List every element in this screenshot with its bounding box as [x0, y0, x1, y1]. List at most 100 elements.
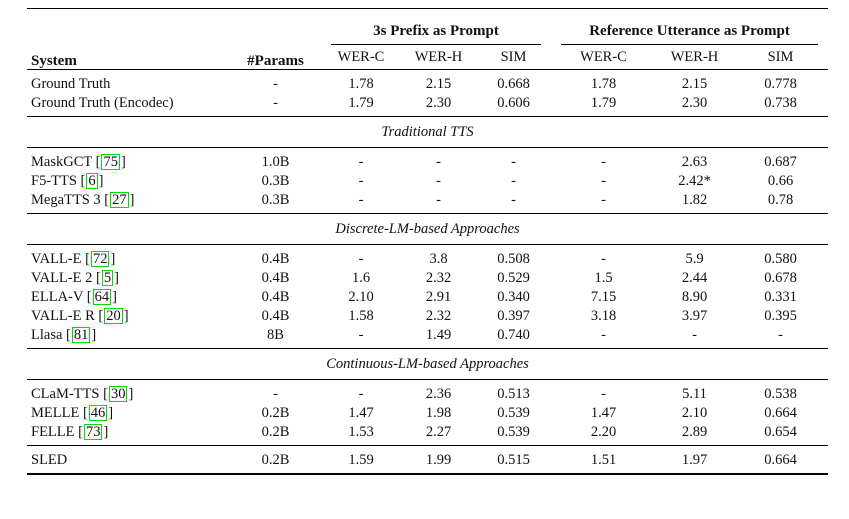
werh-prefix-cell: 1.49	[425, 326, 452, 343]
werh-reference-cell: 5.11	[682, 385, 707, 402]
werh-prefix-cell: -	[436, 172, 441, 189]
system-name: ELLA-V	[31, 288, 84, 305]
citation-bracket-open: [	[92, 269, 101, 286]
system-name: Ground Truth (Encodec)	[31, 94, 174, 111]
werc-prefix-cell: 2.10	[348, 288, 374, 305]
sim-reference-cell: 0.654	[764, 423, 797, 440]
sim-prefix-cell: 0.529	[497, 269, 530, 286]
table-row: FELLE [73] 0.2B 1.53 2.27 0.539 2.20 2.89 0.654	[27, 422, 828, 446]
werc-reference-cell: 2.20	[590, 423, 617, 440]
citation-bracket-close: ]	[103, 423, 109, 440]
werh-prefix-cell: 2.32	[425, 307, 452, 324]
params-cell: 1.0B	[261, 153, 290, 170]
citation-bracket-open: [	[79, 404, 88, 421]
params-cell: 0.4B	[261, 288, 290, 305]
column-header-sim-2: SIM	[767, 49, 794, 65]
sim-reference-cell: 0.687	[764, 153, 797, 170]
table-row: Llasa [81] 8B - 1.49 0.740 - - -	[27, 325, 828, 349]
sim-reference-cell: 0.738	[764, 94, 797, 111]
citation-bracket-open: [	[99, 385, 108, 402]
citation-link[interactable]: 20	[104, 307, 123, 324]
citation-link[interactable]: 64	[92, 288, 112, 305]
system-cell: MELLE [46]	[27, 403, 230, 422]
system-name: Ground Truth	[31, 75, 111, 92]
sim-prefix-cell: 0.539	[497, 404, 530, 421]
citation-link[interactable]: 73	[83, 423, 103, 440]
column-group-prefix-prompt: 3s Prefix as Prompt	[321, 9, 551, 45]
werc-reference-cell: -	[601, 153, 606, 170]
system-name: VALL-E	[31, 250, 82, 267]
sim-prefix-cell: -	[511, 153, 516, 170]
sim-prefix-cell: 0.539	[497, 423, 530, 440]
sim-reference-cell: 0.678	[764, 269, 797, 286]
werh-prefix-cell: 3.8	[429, 250, 448, 267]
citation-link[interactable]: 27	[110, 191, 129, 208]
section-title-row: Discrete-LM-based Approaches	[27, 213, 829, 245]
citation-link[interactable]: 30	[108, 385, 128, 402]
citation-bracket-close: ]	[129, 191, 135, 208]
system-name: CLaM-TTS	[31, 385, 100, 402]
citation-link[interactable]: 6	[86, 172, 98, 189]
params-cell: 0.3B	[261, 191, 290, 208]
citation-bracket-close: ]	[114, 269, 119, 286]
citation-bracket-close: ]	[128, 385, 134, 402]
citation-link[interactable]: 72	[90, 250, 110, 267]
system-cell: F5-TTS [6]	[27, 171, 230, 190]
system-name: VALL-E R	[31, 307, 95, 324]
system-cell: SLED	[27, 445, 230, 474]
werh-reference-cell: 3.97	[681, 307, 708, 324]
sim-prefix-cell: 0.606	[497, 94, 530, 111]
table-row: MaskGCT [75] 1.0B - - - - 2.63 0.687	[27, 148, 828, 172]
werc-prefix-cell: 1.47	[348, 404, 374, 421]
werc-reference-cell: -	[601, 250, 606, 267]
citation-bracket-open: [	[91, 153, 101, 170]
table-row: Ground Truth (Encodec) - 1.79 2.30 0.606 1.79…	[27, 93, 828, 117]
column-header-sim-1: SIM	[500, 49, 527, 65]
section-title-row: Continuous-LM-based Approaches	[27, 348, 829, 380]
system-cell: Llasa [81]	[27, 325, 230, 349]
werc-reference-cell: 1.47	[590, 404, 617, 421]
sim-prefix-cell: 0.740	[497, 326, 530, 343]
werc-prefix-cell: -	[358, 385, 364, 402]
citation-bracket-open: [	[62, 326, 71, 343]
citation-bracket-close: ]	[91, 326, 97, 343]
citation-bracket-open: [	[81, 250, 90, 267]
werc-reference-cell: 1.78	[551, 69, 656, 93]
werh-reference-cell: 2.15	[656, 69, 733, 93]
sim-reference-cell: 0.66	[767, 172, 794, 189]
werc-prefix-cell: -	[358, 172, 364, 189]
citation-bracket-close: ]	[110, 250, 116, 267]
table-header: System #Params 3s Prefix as Prompt Refer…	[27, 9, 828, 70]
system-cell: ELLA-V [64]	[27, 287, 230, 306]
werh-prefix-cell: 2.91	[425, 288, 452, 305]
group-label-prefix-prompt: 3s Prefix as Prompt	[331, 17, 541, 45]
table-row: VALL-E R [20] 0.4B 1.58 2.32 0.397 3.18 3.97 0.…	[27, 306, 828, 325]
citation-bracket-close: ]	[98, 172, 104, 189]
system-name: F5-TTS	[31, 172, 77, 189]
werh-reference-cell: 1.82	[681, 191, 708, 208]
section-title: Traditional TTS	[27, 116, 829, 148]
sim-reference-cell: -	[778, 326, 783, 343]
werc-prefix-cell: -	[358, 153, 364, 170]
werh-prefix-cell: 2.36	[425, 385, 452, 402]
werc-prefix-cell: -	[358, 191, 364, 208]
params-cell: 0.2B	[261, 404, 290, 421]
params-cell: 8B	[267, 326, 284, 343]
table-row: CLaM-TTS [30] - - 2.36 0.513 - 5.11 0.538	[27, 380, 828, 404]
table-row: Ground Truth -1.78 2.15 0.668 1.78 2.15 0.778	[27, 69, 829, 93]
citation-link[interactable]: 5	[101, 269, 114, 286]
table-row: F5-TTS [6] 0.3B - - - - 2.42* 0.66	[27, 171, 828, 190]
citation-link[interactable]: 81	[71, 326, 91, 343]
sim-prefix-cell: -	[511, 172, 516, 189]
citation-bracket-open: [	[74, 423, 83, 440]
citation-link[interactable]: 46	[88, 404, 108, 421]
column-header-params: #Params	[247, 53, 304, 69]
werc-prefix-cell: 1.78	[321, 69, 401, 93]
werh-reference-cell: 1.97	[656, 445, 733, 474]
werc-reference-cell: -	[601, 191, 606, 208]
werc-prefix-cell: 1.6	[351, 269, 371, 286]
sim-prefix-cell: 0.508	[497, 250, 530, 267]
citation-link[interactable]: 75	[101, 153, 120, 170]
system-cell: FELLE [73]	[27, 422, 230, 446]
